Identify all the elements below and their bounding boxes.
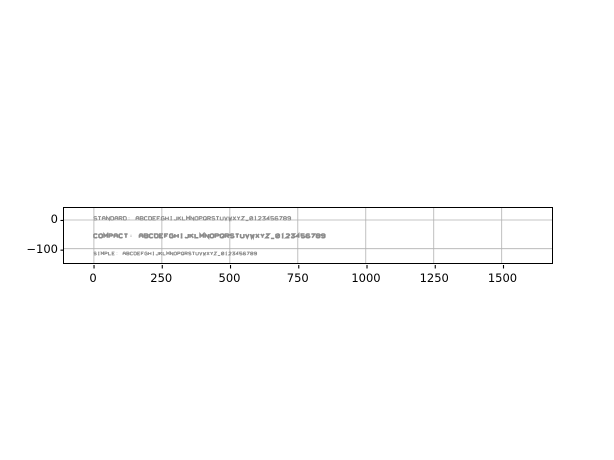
plot-canvas bbox=[64, 208, 552, 263]
x-tick-label: 1500 bbox=[487, 271, 518, 285]
x-tick-label: 1250 bbox=[419, 271, 449, 285]
x-tick-label: 1000 bbox=[351, 271, 381, 285]
x-tick-label: 0 bbox=[89, 271, 97, 285]
x-tick-label: 500 bbox=[218, 271, 241, 285]
tick-marks bbox=[60, 219, 505, 269]
stroke-font-glyphs bbox=[93, 215, 326, 257]
text-run-standard bbox=[93, 215, 292, 222]
x-tick-label: 750 bbox=[286, 271, 309, 285]
text-run-simple bbox=[93, 250, 258, 257]
text-run-compact bbox=[93, 231, 326, 241]
plot-axes bbox=[60, 207, 553, 269]
x-tick-label: 250 bbox=[150, 271, 173, 285]
y-tick-label: 0 bbox=[50, 212, 58, 227]
y-tick-label: −100 bbox=[26, 242, 58, 257]
